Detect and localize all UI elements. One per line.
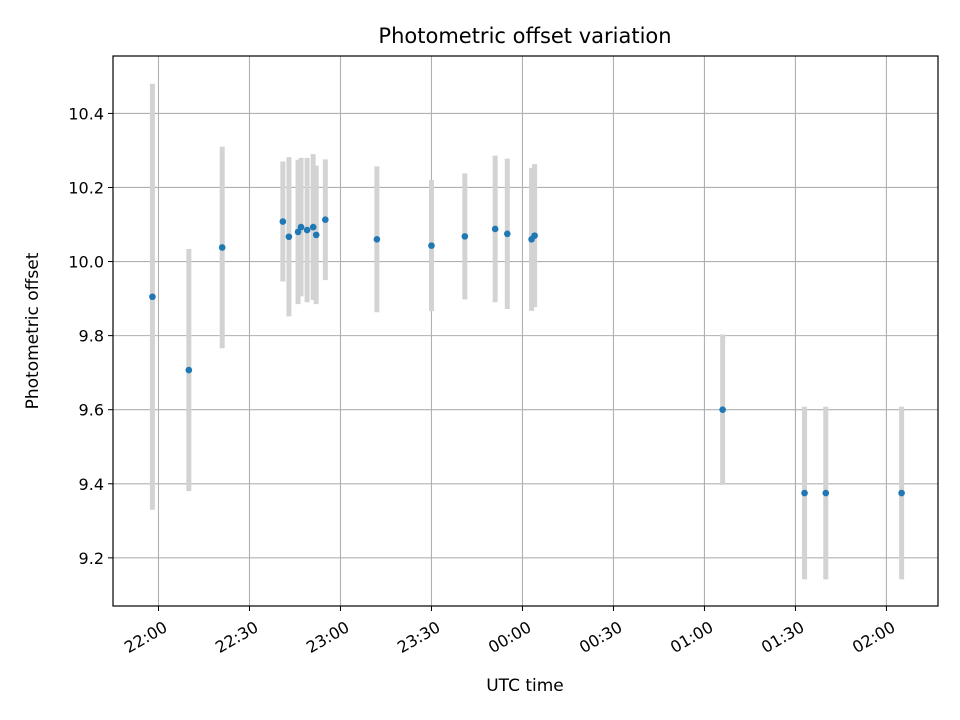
- grid: [113, 56, 938, 606]
- data-point: [285, 233, 293, 241]
- y-tick-label: 9.2: [79, 549, 104, 568]
- data-point: [801, 489, 808, 497]
- error-bars: [149, 83, 905, 580]
- data-point: [309, 223, 317, 231]
- data-point: [312, 231, 320, 239]
- x-tick-label: 00:00: [485, 617, 534, 657]
- y-axis-ticks: 9.2 9.4 9.6 9.8 10.0 10.2 10.4: [68, 104, 113, 568]
- x-tick-label: 01:30: [758, 617, 807, 657]
- x-tick-label: 22:00: [121, 617, 170, 657]
- x-tick-label: 23:00: [303, 617, 352, 657]
- y-tick-label: 10.0: [68, 253, 104, 272]
- x-tick-label: 00:30: [576, 617, 625, 657]
- data-point: [294, 228, 302, 236]
- data-point: [303, 226, 311, 234]
- x-tick-label: 22:30: [212, 617, 261, 657]
- x-tick-label: 02:00: [849, 617, 898, 657]
- data-point: [218, 244, 226, 251]
- data-point: [373, 236, 381, 243]
- data-point: [504, 230, 511, 238]
- y-axis-label: Photometric offset: [23, 252, 43, 409]
- data-point: [719, 406, 726, 414]
- plot-frame: [112, 55, 939, 607]
- y-tick-label: 9.8: [79, 327, 104, 346]
- data-point: [185, 366, 193, 374]
- data-point: [461, 233, 469, 240]
- y-tick-label: 9.4: [79, 475, 104, 494]
- y-tick-label: 10.4: [68, 104, 104, 123]
- y-tick-label: 10.2: [68, 178, 104, 197]
- x-tick-label: 01:00: [667, 617, 716, 657]
- x-tick-label: 23:30: [394, 617, 443, 657]
- data-point: [491, 225, 499, 233]
- data-point: [428, 242, 435, 249]
- data-point: [898, 489, 905, 497]
- x-axis-label: UTC time: [486, 676, 564, 696]
- y-tick-label: 9.6: [79, 401, 104, 420]
- data-point: [322, 216, 329, 224]
- data-point: [531, 232, 538, 239]
- data-point: [822, 489, 830, 497]
- data-point: [279, 218, 287, 225]
- data-point: [149, 293, 156, 301]
- chart-title: Photometric offset variation: [378, 24, 671, 48]
- x-axis-ticks: 22:00 22:30 23:00 23:30 00:00 00:30 01:00 01:30…: [121, 606, 898, 657]
- data-point: [297, 223, 305, 231]
- data-points: [149, 216, 905, 497]
